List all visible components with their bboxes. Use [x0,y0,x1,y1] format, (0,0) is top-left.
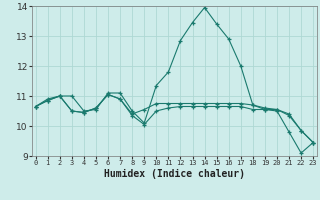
X-axis label: Humidex (Indice chaleur): Humidex (Indice chaleur) [104,169,245,179]
